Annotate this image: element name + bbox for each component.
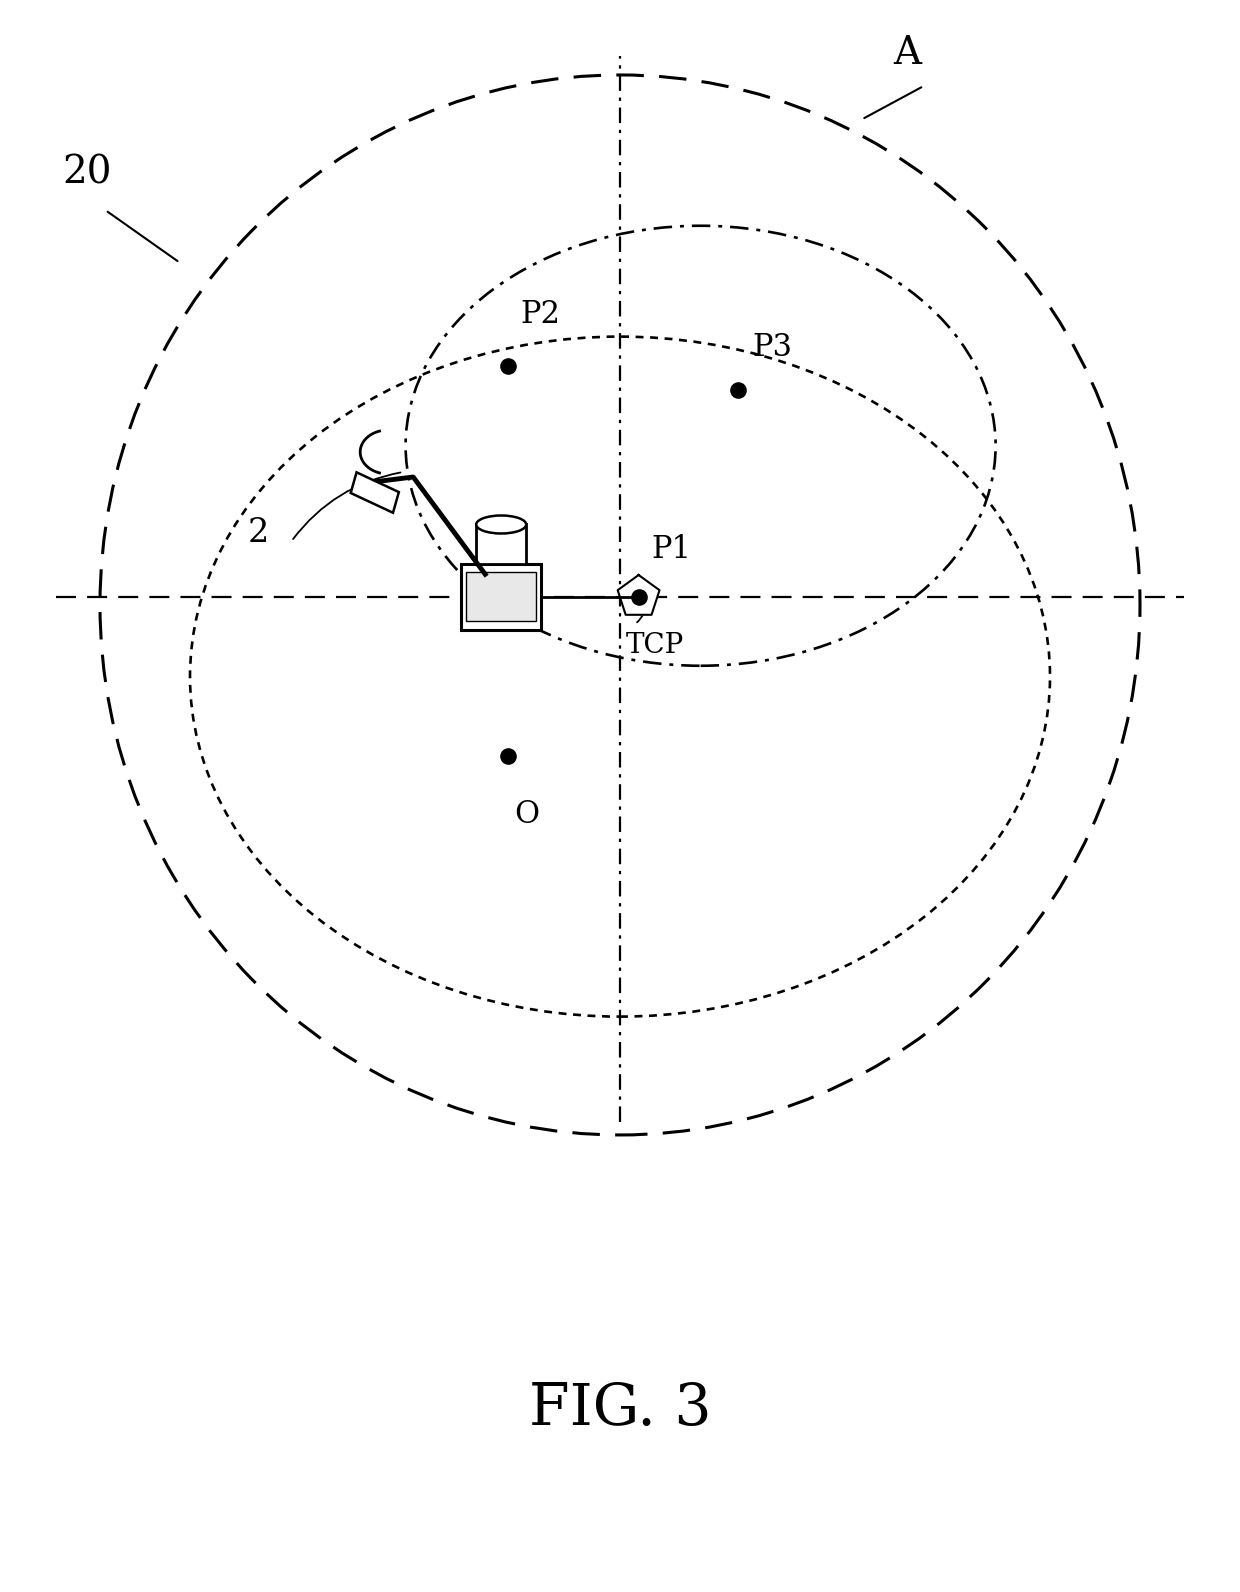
Bar [351, 473, 399, 513]
Text: 20: 20 [62, 154, 112, 191]
Polygon shape [618, 575, 660, 615]
Bar [466, 573, 536, 621]
Point [629, 584, 649, 610]
Text: P2: P2 [521, 299, 560, 330]
Text: 2: 2 [248, 517, 269, 549]
Point [498, 743, 518, 769]
Text: A: A [893, 35, 921, 72]
Bar [461, 565, 541, 629]
Text: P3: P3 [753, 333, 792, 363]
Text: P1: P1 [651, 535, 691, 565]
Text: TCP: TCP [626, 632, 684, 659]
Text: O: O [515, 799, 539, 829]
Bar [476, 524, 526, 565]
Text: FIG. 3: FIG. 3 [528, 1380, 712, 1438]
Ellipse shape [476, 516, 526, 533]
Point [498, 353, 518, 379]
Point [728, 377, 748, 403]
